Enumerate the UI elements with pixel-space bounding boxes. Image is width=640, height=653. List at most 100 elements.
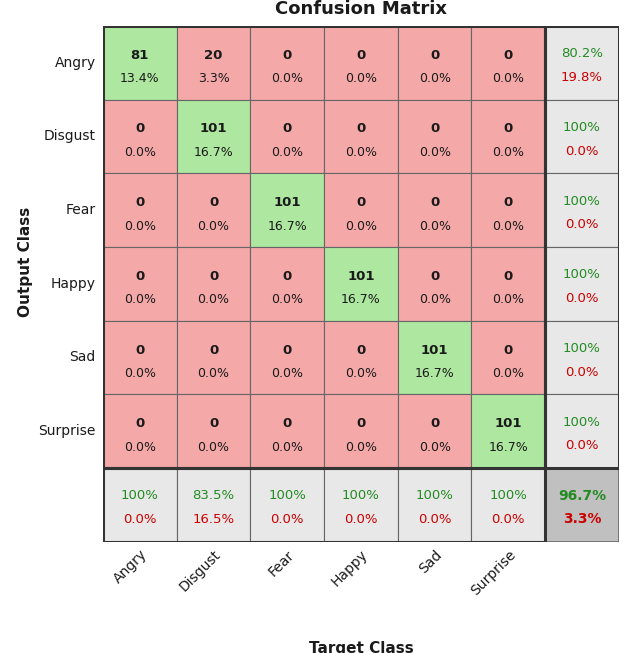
Text: Happy: Happy bbox=[329, 547, 371, 589]
Text: 16.7%: 16.7% bbox=[488, 441, 528, 454]
Text: 16.5%: 16.5% bbox=[193, 513, 235, 526]
Text: 0: 0 bbox=[283, 270, 292, 283]
Text: 0.0%: 0.0% bbox=[419, 72, 451, 86]
Text: 100%: 100% bbox=[563, 416, 601, 429]
Text: 0: 0 bbox=[504, 343, 513, 357]
Bar bbox=[545, 99, 619, 173]
Text: 0: 0 bbox=[209, 417, 218, 430]
Text: 0.0%: 0.0% bbox=[492, 220, 524, 232]
Text: 81: 81 bbox=[131, 49, 149, 62]
Text: Target Class: Target Class bbox=[308, 641, 413, 653]
Bar bbox=[545, 321, 619, 394]
Bar bbox=[103, 173, 177, 247]
Text: 101: 101 bbox=[495, 417, 522, 430]
Bar bbox=[103, 468, 177, 541]
Text: 0: 0 bbox=[504, 49, 513, 62]
Text: 0.0%: 0.0% bbox=[492, 72, 524, 86]
Text: Disgust: Disgust bbox=[44, 129, 96, 144]
Text: 96.7%: 96.7% bbox=[558, 489, 606, 503]
Text: 0.0%: 0.0% bbox=[344, 513, 378, 526]
Text: 0: 0 bbox=[504, 270, 513, 283]
Text: 0: 0 bbox=[283, 123, 292, 135]
Bar bbox=[398, 173, 472, 247]
Bar bbox=[250, 99, 324, 173]
Text: 0: 0 bbox=[135, 123, 145, 135]
Text: 0.0%: 0.0% bbox=[271, 367, 303, 380]
Text: 83.5%: 83.5% bbox=[193, 489, 235, 502]
Bar bbox=[250, 26, 324, 99]
Text: 0.0%: 0.0% bbox=[198, 441, 230, 454]
Text: 0: 0 bbox=[430, 270, 439, 283]
Bar bbox=[398, 99, 472, 173]
Text: 101: 101 bbox=[200, 123, 227, 135]
Text: 0.0%: 0.0% bbox=[419, 220, 451, 232]
Bar bbox=[177, 173, 250, 247]
Text: 16.7%: 16.7% bbox=[341, 293, 381, 306]
Text: 16.7%: 16.7% bbox=[268, 220, 307, 232]
Text: 0.0%: 0.0% bbox=[492, 367, 524, 380]
Bar bbox=[324, 173, 398, 247]
Text: 100%: 100% bbox=[416, 489, 454, 502]
Text: 0.0%: 0.0% bbox=[565, 144, 599, 157]
Text: 0.0%: 0.0% bbox=[345, 72, 377, 86]
Text: 0.0%: 0.0% bbox=[345, 367, 377, 380]
Bar bbox=[398, 321, 472, 394]
Text: 0.0%: 0.0% bbox=[565, 218, 599, 231]
Bar bbox=[324, 26, 398, 99]
Bar bbox=[472, 394, 545, 468]
Text: Happy: Happy bbox=[51, 277, 96, 291]
Text: 0: 0 bbox=[283, 49, 292, 62]
Bar bbox=[472, 321, 545, 394]
Text: 0.0%: 0.0% bbox=[198, 293, 230, 306]
Text: Confusion Matrix: Confusion Matrix bbox=[275, 1, 447, 18]
Bar bbox=[250, 394, 324, 468]
Text: 19.8%: 19.8% bbox=[561, 71, 603, 84]
Bar bbox=[324, 468, 398, 541]
Text: 0.0%: 0.0% bbox=[271, 293, 303, 306]
Bar bbox=[398, 247, 472, 321]
Bar bbox=[545, 247, 619, 321]
Bar bbox=[398, 468, 472, 541]
Bar bbox=[177, 468, 250, 541]
Bar bbox=[324, 247, 398, 321]
Text: 0.0%: 0.0% bbox=[492, 146, 524, 159]
Text: Surprise: Surprise bbox=[468, 547, 518, 598]
Text: 100%: 100% bbox=[121, 489, 159, 502]
Text: Sad: Sad bbox=[70, 351, 96, 364]
Text: 101: 101 bbox=[348, 270, 374, 283]
Text: 101: 101 bbox=[273, 196, 301, 209]
Text: Angry: Angry bbox=[54, 56, 96, 70]
Text: 0.0%: 0.0% bbox=[345, 146, 377, 159]
Text: 16.7%: 16.7% bbox=[415, 367, 454, 380]
Text: 0: 0 bbox=[135, 417, 145, 430]
Text: 0: 0 bbox=[356, 343, 365, 357]
Text: 0: 0 bbox=[430, 417, 439, 430]
Bar bbox=[398, 26, 472, 99]
Bar bbox=[103, 394, 177, 468]
Text: 13.4%: 13.4% bbox=[120, 72, 160, 86]
Text: Surprise: Surprise bbox=[38, 424, 96, 438]
Text: 0.0%: 0.0% bbox=[419, 146, 451, 159]
Text: 0.0%: 0.0% bbox=[271, 441, 303, 454]
Text: 0.0%: 0.0% bbox=[124, 220, 156, 232]
Text: 100%: 100% bbox=[490, 489, 527, 502]
Text: 0.0%: 0.0% bbox=[198, 367, 230, 380]
Text: Sad: Sad bbox=[416, 547, 445, 576]
Bar bbox=[324, 394, 398, 468]
Bar bbox=[398, 394, 472, 468]
Bar bbox=[545, 468, 619, 541]
Text: 100%: 100% bbox=[563, 121, 601, 134]
Text: 0: 0 bbox=[135, 270, 145, 283]
Text: 0.0%: 0.0% bbox=[123, 513, 157, 526]
Text: 0.0%: 0.0% bbox=[492, 513, 525, 526]
Text: 0.0%: 0.0% bbox=[271, 72, 303, 86]
Text: 100%: 100% bbox=[563, 195, 601, 208]
Text: 0: 0 bbox=[209, 196, 218, 209]
Text: 16.7%: 16.7% bbox=[194, 146, 234, 159]
Text: 0: 0 bbox=[209, 270, 218, 283]
Bar bbox=[545, 26, 619, 468]
Text: 3.3%: 3.3% bbox=[563, 513, 601, 526]
Text: Output Class: Output Class bbox=[18, 206, 33, 317]
Bar bbox=[324, 321, 398, 394]
Text: 0.0%: 0.0% bbox=[345, 441, 377, 454]
